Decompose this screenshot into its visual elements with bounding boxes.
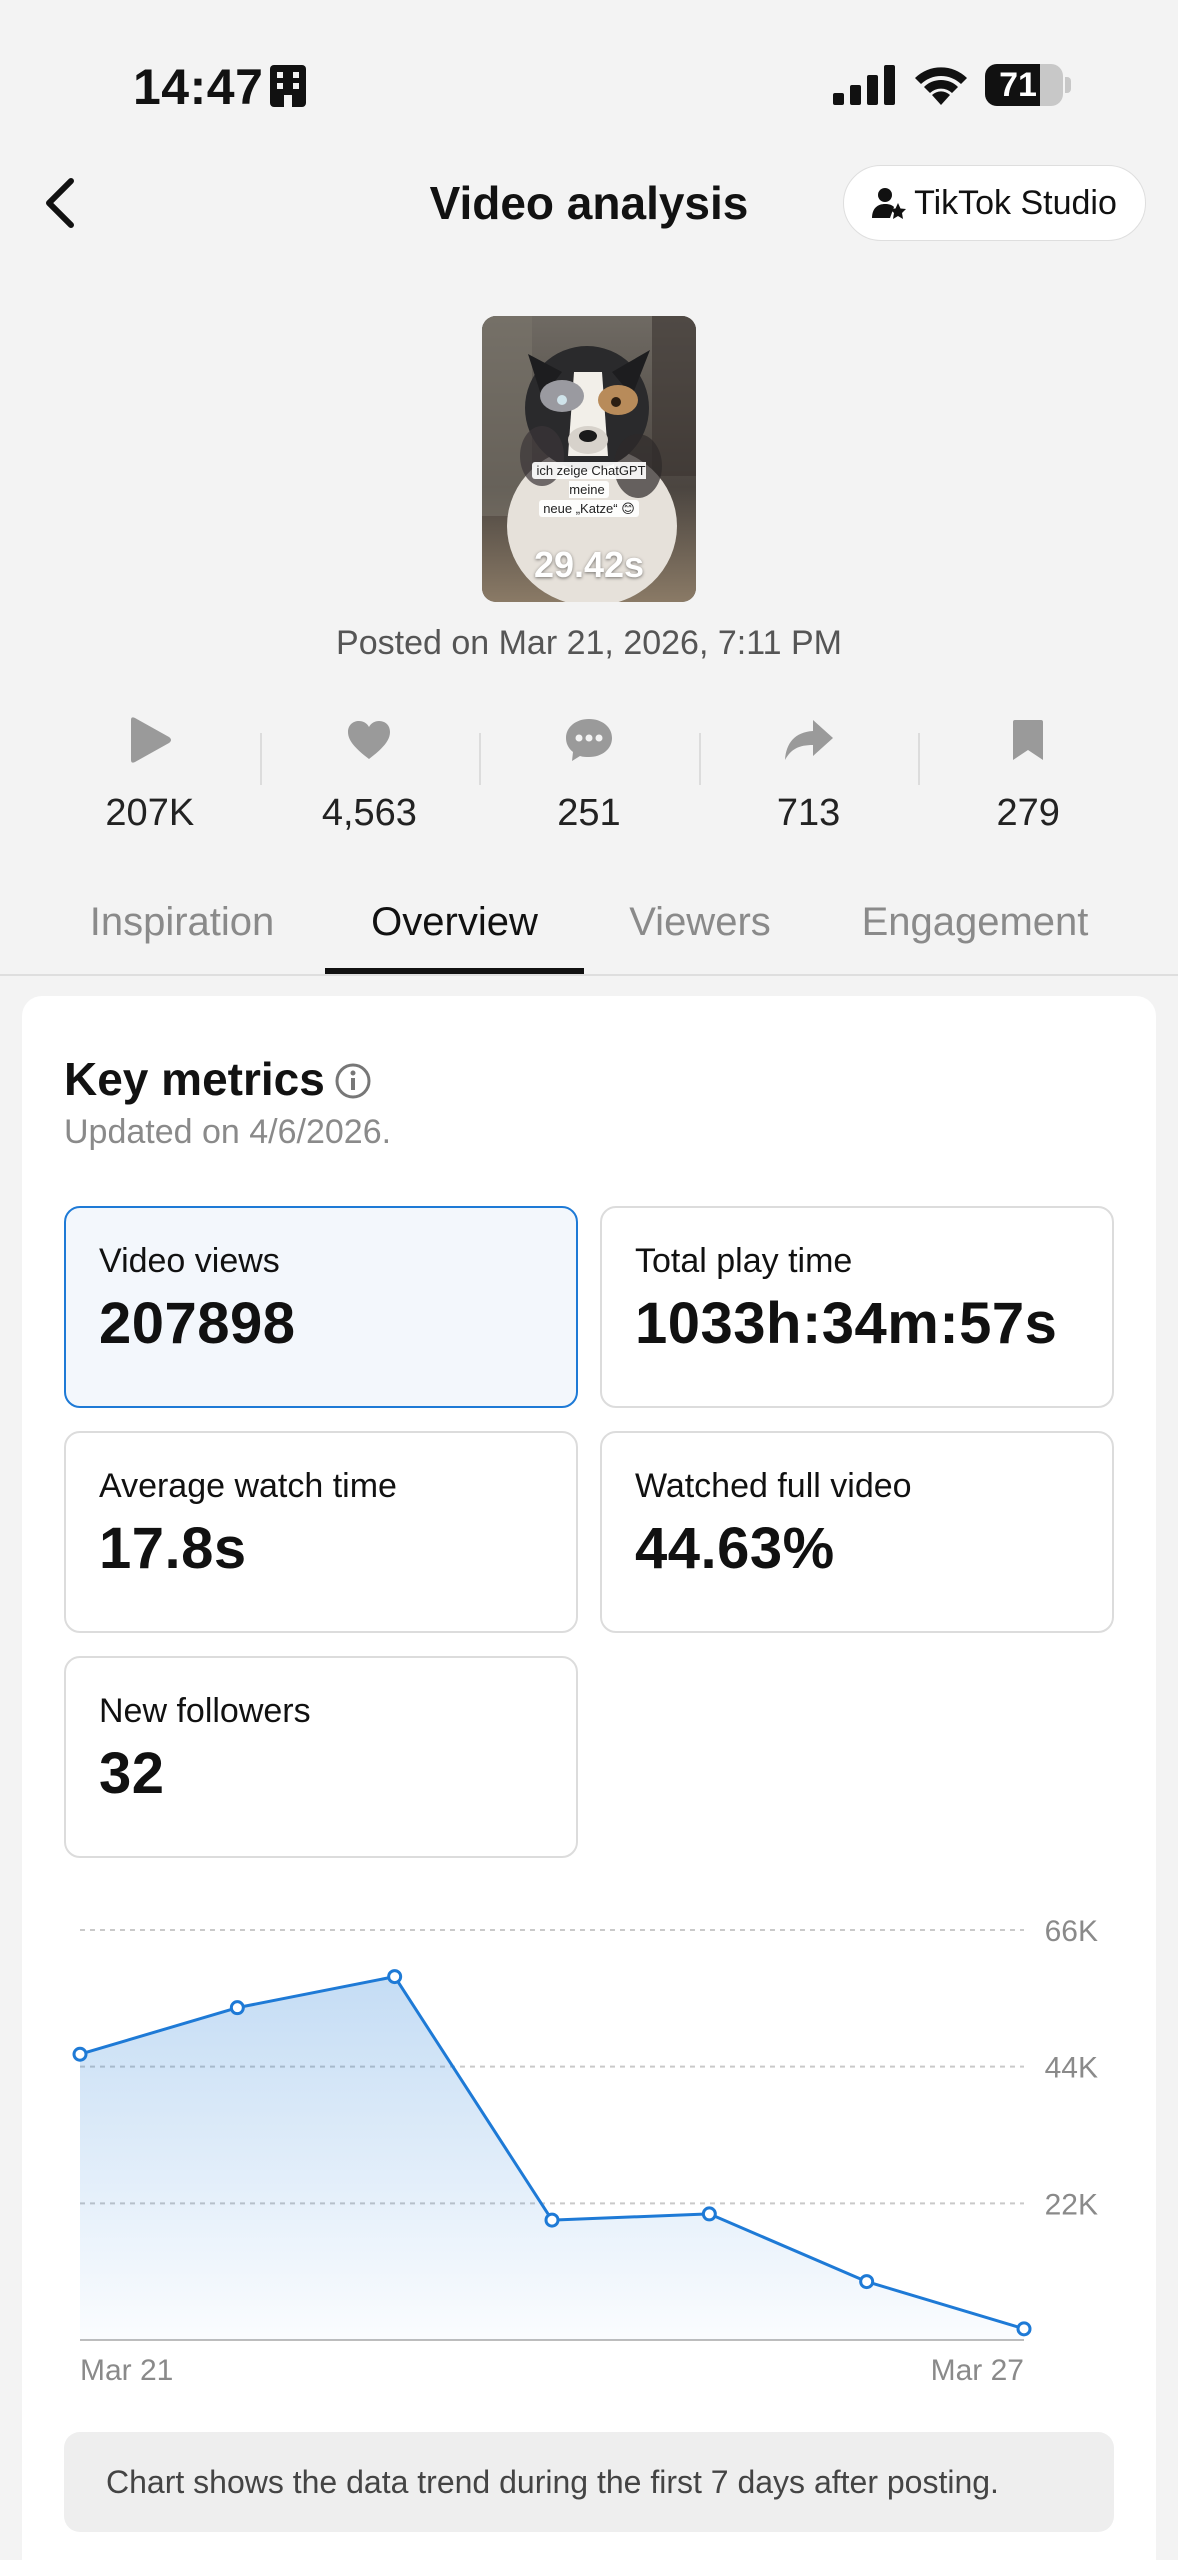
y-tick-label: 44K [1045,2052,1098,2085]
tiktok-studio-button[interactable]: TikTok Studio [843,165,1146,241]
status-bar: 14:47 71 [0,0,1178,170]
signal-icon [833,65,895,105]
data-point [859,2274,875,2290]
metric-value: 32 [99,1741,165,1806]
stat-saves: 279 [918,705,1138,835]
key-metrics-title: Key metrics [64,1053,325,1105]
chevron-left-icon [46,178,74,228]
metric-label: Watched full video [635,1467,912,1505]
x-tick-label: Mar 27 [931,2354,1024,2387]
metric-value: 1033h:34m:57s [635,1291,1058,1356]
stat-shares: 713 [698,705,919,835]
active-tab-indicator [325,968,584,974]
thumbnail-caption: ich zeige ChatGPT meine neue „Katze“ 😊 [512,461,666,518]
x-tick-label: Mar 21 [80,2354,173,2387]
metric-value: 44.63% [635,1516,835,1581]
data-point [387,1969,403,1985]
series-line [79,1975,1025,2331]
metric-watched-full-video[interactable]: Watched full video 44.63% [600,1431,1114,1633]
metric-label: Average watch time [99,1467,397,1505]
stat-likes: 4,563 [259,705,480,835]
comment-icon [565,718,612,761]
metric-video-views[interactable]: Video views 207898 [64,1206,578,1408]
metric-new-followers[interactable]: New followers 32 [64,1656,578,1858]
likes-count: 4,563 [321,792,417,834]
play-icon [130,716,171,763]
saves-count: 279 [996,792,1060,834]
stat-views: 207K [40,705,260,835]
updated-date: Updated on 4/6/2026. [64,1113,392,1151]
data-point [229,2000,245,2016]
bookmark-icon [1013,719,1044,760]
metric-value: 17.8s [99,1516,247,1581]
y-tick-label: 22K [1045,2188,1098,2221]
chart-note: Chart shows the data trend during the fi… [64,2432,1114,2532]
posted-date: Posted on Mar 21, 2026, 7:11 PM [336,624,842,662]
tab-engagement[interactable]: Engagement [861,900,1089,944]
battery-indicator: 71 [985,64,1071,106]
status-time: 14:47 [133,59,264,115]
tab-bar: Inspiration Overview Viewers Engagement [0,880,1178,976]
data-point [1016,2321,1032,2337]
heart-icon [348,720,391,759]
y-tick-label: 66K [1045,1915,1098,1948]
views-count: 207K [105,792,195,834]
metric-total-play-time[interactable]: Total play time 1033h:34m:57s [600,1206,1114,1408]
metric-value: 207898 [99,1291,296,1356]
metric-label: Total play time [635,1242,853,1280]
data-point [544,2212,560,2228]
tab-overview[interactable]: Overview [371,900,538,944]
tab-viewers[interactable]: Viewers [629,900,771,944]
video-thumbnail[interactable]: ich zeige ChatGPT meine neue „Katze“ 😊 29… [482,316,696,602]
stat-comments: 251 [479,705,699,835]
key-metrics-card: Key metrics Updated on 4/6/2026. Video v… [22,996,1156,2560]
building-icon [270,65,306,107]
dog-image [482,316,696,602]
page-title: Video analysis [429,177,749,229]
info-icon[interactable] [334,1062,372,1100]
share-icon [784,719,833,760]
back-button[interactable] [30,168,90,238]
wifi-icon [915,67,967,105]
shares-count: 713 [776,792,841,834]
tab-inspiration[interactable]: Inspiration [89,900,275,944]
stats-row: 207K 4,563 251 713 279 [40,705,1138,835]
metric-label: Video views [99,1242,280,1280]
comments-count: 251 [557,792,621,834]
user-star-icon [872,188,907,219]
tiktok-studio-label: TikTok Studio [914,183,1117,222]
video-duration: 29.42s [533,544,645,585]
metric-average-watch-time[interactable]: Average watch time 17.8s [64,1431,578,1633]
data-point [72,2046,88,2062]
battery-level: 71 [999,66,1037,104]
area-fill [80,1976,1024,2340]
metric-label: New followers [99,1692,311,1730]
data-point [701,2206,717,2222]
